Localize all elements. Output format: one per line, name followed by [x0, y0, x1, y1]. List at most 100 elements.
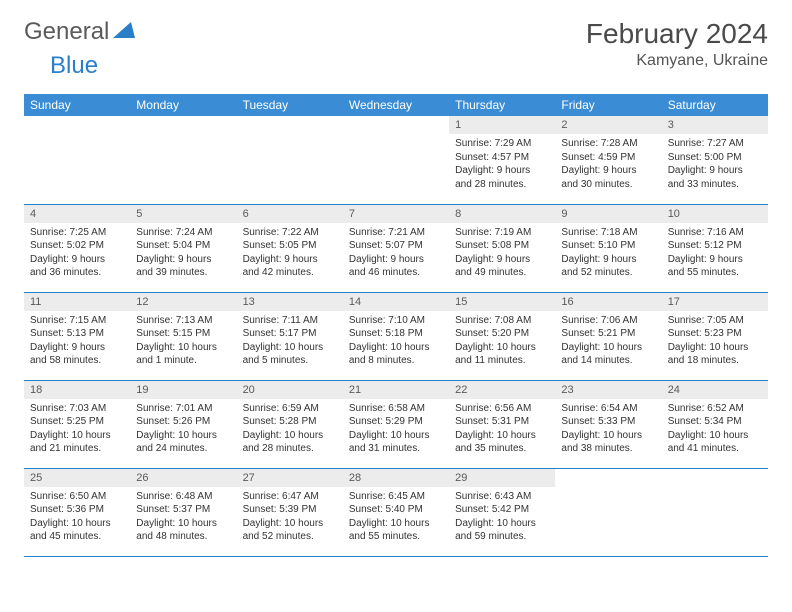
day-number: 1 — [449, 116, 555, 134]
sunset-line: Sunset: 5:10 PM — [561, 239, 655, 253]
sunrise-line: Sunrise: 7:15 AM — [30, 314, 124, 328]
day-details: Sunrise: 7:06 AMSunset: 5:21 PMDaylight:… — [555, 311, 661, 374]
sunrise-line: Sunrise: 7:01 AM — [136, 402, 230, 416]
day-details: Sunrise: 7:25 AMSunset: 5:02 PMDaylight:… — [24, 223, 130, 286]
sunset-line: Sunset: 5:15 PM — [136, 327, 230, 341]
day-number: 7 — [343, 205, 449, 223]
sunset-line: Sunset: 5:34 PM — [668, 415, 762, 429]
logo: General — [24, 18, 137, 46]
daylight-line: Daylight: 9 hours and 33 minutes. — [668, 164, 762, 191]
day-number: 8 — [449, 205, 555, 223]
sunset-line: Sunset: 5:20 PM — [455, 327, 549, 341]
daylight-line: Daylight: 10 hours and 55 minutes. — [349, 517, 443, 544]
day-cell: 3Sunrise: 7:27 AMSunset: 5:00 PMDaylight… — [662, 116, 768, 204]
sunrise-line: Sunrise: 6:56 AM — [455, 402, 549, 416]
sunrise-line: Sunrise: 6:54 AM — [561, 402, 655, 416]
day-cell: 2Sunrise: 7:28 AMSunset: 4:59 PMDaylight… — [555, 116, 661, 204]
day-number: 12 — [130, 293, 236, 311]
weekday-thursday: Thursday — [449, 94, 555, 116]
daylight-line: Daylight: 9 hours and 42 minutes. — [243, 253, 337, 280]
logo-triangle-icon — [113, 22, 135, 43]
day-number: 16 — [555, 293, 661, 311]
day-cell: 6Sunrise: 7:22 AMSunset: 5:05 PMDaylight… — [237, 204, 343, 292]
day-number: 29 — [449, 469, 555, 487]
day-details: Sunrise: 6:50 AMSunset: 5:36 PMDaylight:… — [24, 487, 130, 550]
sunrise-line: Sunrise: 7:03 AM — [30, 402, 124, 416]
day-cell: 22Sunrise: 6:56 AMSunset: 5:31 PMDayligh… — [449, 380, 555, 468]
day-number: 4 — [24, 205, 130, 223]
sunrise-line: Sunrise: 7:29 AM — [455, 137, 549, 151]
day-details: Sunrise: 6:56 AMSunset: 5:31 PMDaylight:… — [449, 399, 555, 462]
day-details: Sunrise: 7:21 AMSunset: 5:07 PMDaylight:… — [343, 223, 449, 286]
day-number: 3 — [662, 116, 768, 134]
day-number: 14 — [343, 293, 449, 311]
daylight-line: Daylight: 10 hours and 52 minutes. — [243, 517, 337, 544]
day-cell: 18Sunrise: 7:03 AMSunset: 5:25 PMDayligh… — [24, 380, 130, 468]
daylight-line: Daylight: 10 hours and 48 minutes. — [136, 517, 230, 544]
day-cell: 12Sunrise: 7:13 AMSunset: 5:15 PMDayligh… — [130, 292, 236, 380]
empty-cell — [662, 468, 768, 556]
day-cell: 11Sunrise: 7:15 AMSunset: 5:13 PMDayligh… — [24, 292, 130, 380]
day-details: Sunrise: 7:29 AMSunset: 4:57 PMDaylight:… — [449, 134, 555, 197]
sunset-line: Sunset: 5:33 PM — [561, 415, 655, 429]
day-details: Sunrise: 6:48 AMSunset: 5:37 PMDaylight:… — [130, 487, 236, 550]
sunrise-line: Sunrise: 7:13 AM — [136, 314, 230, 328]
day-details: Sunrise: 6:52 AMSunset: 5:34 PMDaylight:… — [662, 399, 768, 462]
day-details: Sunrise: 7:03 AMSunset: 5:25 PMDaylight:… — [24, 399, 130, 462]
daylight-line: Daylight: 9 hours and 55 minutes. — [668, 253, 762, 280]
daylight-line: Daylight: 9 hours and 36 minutes. — [30, 253, 124, 280]
day-number: 22 — [449, 381, 555, 399]
day-details: Sunrise: 6:58 AMSunset: 5:29 PMDaylight:… — [343, 399, 449, 462]
sunset-line: Sunset: 5:04 PM — [136, 239, 230, 253]
day-number: 10 — [662, 205, 768, 223]
calendar-row: 18Sunrise: 7:03 AMSunset: 5:25 PMDayligh… — [24, 380, 768, 468]
day-details: Sunrise: 6:47 AMSunset: 5:39 PMDaylight:… — [237, 487, 343, 550]
sunset-line: Sunset: 5:25 PM — [30, 415, 124, 429]
daylight-line: Daylight: 9 hours and 28 minutes. — [455, 164, 549, 191]
sunset-line: Sunset: 5:00 PM — [668, 151, 762, 165]
sunrise-line: Sunrise: 7:22 AM — [243, 226, 337, 240]
day-cell: 9Sunrise: 7:18 AMSunset: 5:10 PMDaylight… — [555, 204, 661, 292]
month-title: February 2024 — [586, 18, 768, 50]
day-number: 11 — [24, 293, 130, 311]
sunset-line: Sunset: 5:08 PM — [455, 239, 549, 253]
daylight-line: Daylight: 10 hours and 45 minutes. — [30, 517, 124, 544]
sunset-line: Sunset: 5:18 PM — [349, 327, 443, 341]
day-details: Sunrise: 7:08 AMSunset: 5:20 PMDaylight:… — [449, 311, 555, 374]
daylight-line: Daylight: 10 hours and 8 minutes. — [349, 341, 443, 368]
sunset-line: Sunset: 4:57 PM — [455, 151, 549, 165]
day-number: 23 — [555, 381, 661, 399]
day-cell: 29Sunrise: 6:43 AMSunset: 5:42 PMDayligh… — [449, 468, 555, 556]
daylight-line: Daylight: 10 hours and 59 minutes. — [455, 517, 549, 544]
calendar-table: SundayMondayTuesdayWednesdayThursdayFrid… — [24, 94, 768, 557]
sunset-line: Sunset: 5:37 PM — [136, 503, 230, 517]
sunrise-line: Sunrise: 6:48 AM — [136, 490, 230, 504]
daylight-line: Daylight: 10 hours and 21 minutes. — [30, 429, 124, 456]
calendar-row: 4Sunrise: 7:25 AMSunset: 5:02 PMDaylight… — [24, 204, 768, 292]
weekday-tuesday: Tuesday — [237, 94, 343, 116]
day-cell: 10Sunrise: 7:16 AMSunset: 5:12 PMDayligh… — [662, 204, 768, 292]
weekday-sunday: Sunday — [24, 94, 130, 116]
day-details: Sunrise: 6:54 AMSunset: 5:33 PMDaylight:… — [555, 399, 661, 462]
day-details: Sunrise: 6:59 AMSunset: 5:28 PMDaylight:… — [237, 399, 343, 462]
day-cell: 13Sunrise: 7:11 AMSunset: 5:17 PMDayligh… — [237, 292, 343, 380]
day-cell: 14Sunrise: 7:10 AMSunset: 5:18 PMDayligh… — [343, 292, 449, 380]
day-number: 5 — [130, 205, 236, 223]
daylight-line: Daylight: 10 hours and 35 minutes. — [455, 429, 549, 456]
sunset-line: Sunset: 5:07 PM — [349, 239, 443, 253]
day-cell: 26Sunrise: 6:48 AMSunset: 5:37 PMDayligh… — [130, 468, 236, 556]
sunset-line: Sunset: 5:23 PM — [668, 327, 762, 341]
sunset-line: Sunset: 5:31 PM — [455, 415, 549, 429]
day-number: 28 — [343, 469, 449, 487]
day-number: 25 — [24, 469, 130, 487]
calendar-row: 25Sunrise: 6:50 AMSunset: 5:36 PMDayligh… — [24, 468, 768, 556]
sunrise-line: Sunrise: 7:21 AM — [349, 226, 443, 240]
day-number: 26 — [130, 469, 236, 487]
day-details: Sunrise: 7:15 AMSunset: 5:13 PMDaylight:… — [24, 311, 130, 374]
calendar-body: 1Sunrise: 7:29 AMSunset: 4:57 PMDaylight… — [24, 116, 768, 556]
sunrise-line: Sunrise: 7:25 AM — [30, 226, 124, 240]
day-cell: 8Sunrise: 7:19 AMSunset: 5:08 PMDaylight… — [449, 204, 555, 292]
empty-cell — [130, 116, 236, 204]
day-cell: 7Sunrise: 7:21 AMSunset: 5:07 PMDaylight… — [343, 204, 449, 292]
daylight-line: Daylight: 10 hours and 14 minutes. — [561, 341, 655, 368]
